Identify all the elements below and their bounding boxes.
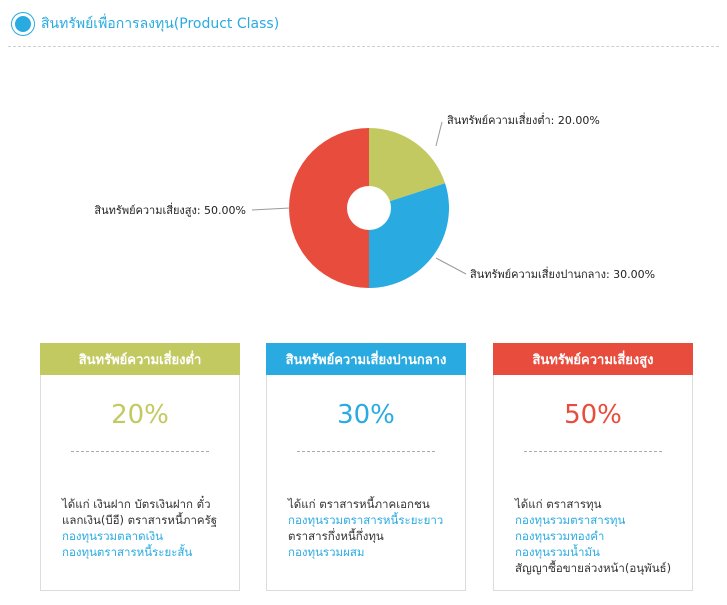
risk-card-title: สินทรัพย์ความเสี่ยงปานกลาง: [266, 343, 466, 375]
pie-label: สินทรัพย์ความเสี่ยงต่ำ: 20.00%: [447, 112, 600, 127]
header-divider: [8, 46, 719, 47]
risk-card-description: ได้แก่ เงินฝาก บัตรเงินฝาก ตั๋วแลกเงิน(บ…: [62, 496, 229, 560]
fund-type-link[interactable]: กองทุนรวมน้ำมัน: [515, 545, 600, 559]
fund-type-link[interactable]: กองทุนตราสารหนี้ระยะสั้น: [62, 545, 193, 559]
description-text: แลกเงิน(บีอี) ตราสารหนี้ภาครัฐ: [62, 513, 218, 527]
description-text: ได้แก่ ตราสารทุน: [515, 497, 602, 511]
fund-type-link[interactable]: กองทุนรวมทองคำ: [515, 529, 605, 543]
pie-chart: สินทรัพย์ความเสี่ยงต่ำ: 20.00% สินทรัพย์ค…: [94, 112, 655, 288]
risk-card-percent: 30%: [337, 400, 395, 430]
fund-type-link[interactable]: กองทุนรวมตลาดเงิน: [62, 529, 163, 543]
fund-type-link[interactable]: กองทุนรวมตราสารหนี้ระยะยาว: [288, 513, 444, 527]
pie-slice: [289, 128, 369, 288]
donut-hole: [347, 186, 391, 230]
description-text: ได้แก่ ตราสารหนี้ภาคเอกชน: [288, 497, 430, 511]
fund-type-link[interactable]: กองทุนรวมตราสารทุน: [515, 513, 626, 527]
risk-card: สินทรัพย์ความเสี่ยงสูง 50% ได้แก่ ตราสารทุ…: [493, 343, 693, 591]
pie-slice: [369, 128, 446, 208]
description-text: ตราสารกึ่งหนี้กึ่งทุน: [288, 529, 384, 543]
risk-card: สินทรัพย์ความเสี่ยงปานกลาง 30% ได้แก่ ตราส…: [266, 343, 466, 591]
pie-leader-line: [435, 257, 467, 275]
description-text: ได้แก่ เงินฝาก บัตรเงินฝาก ตั๋ว: [62, 497, 211, 511]
bullet-icon: [15, 16, 31, 32]
section-header: สินทรัพย์เพื่อการลงทุน(Product Class): [15, 12, 279, 36]
risk-card-description: ได้แก่ ตราสารหนี้ภาคเอกชนกองทุนรวมตราสาร…: [288, 496, 455, 560]
risk-card-title: สินทรัพย์ความเสี่ยงสูง: [493, 343, 693, 375]
risk-card-percent: 20%: [111, 400, 169, 430]
risk-card-description: ได้แก่ ตราสารทุนกองทุนรวมตราสารทุนกองทุน…: [515, 496, 682, 576]
pie-leader-line: [251, 207, 291, 211]
risk-card-divider: [71, 451, 209, 452]
pie-leader-line: [435, 121, 443, 147]
pie-label: สินทรัพย์ความเสี่ยงปานกลาง: 30.00%: [470, 266, 655, 281]
risk-card-title: สินทรัพย์ความเสี่ยงต่ำ: [40, 343, 240, 375]
fund-type-link[interactable]: กองทุนรวมผสม: [288, 545, 365, 559]
risk-card-divider: [297, 451, 435, 452]
risk-card-percent: 50%: [564, 400, 622, 430]
pie-label: สินทรัพย์ความเสี่ยงสูง: 50.00%: [94, 202, 246, 217]
description-text: สัญญาซื้อขายล่วงหน้า(อนุพันธ์): [515, 561, 672, 575]
risk-card-divider: [524, 451, 662, 452]
risk-card: สินทรัพย์ความเสี่ยงต่ำ 20% ได้แก่ เงินฝาก …: [40, 343, 240, 591]
section-title: สินทรัพย์เพื่อการลงทุน(Product Class): [41, 16, 280, 32]
